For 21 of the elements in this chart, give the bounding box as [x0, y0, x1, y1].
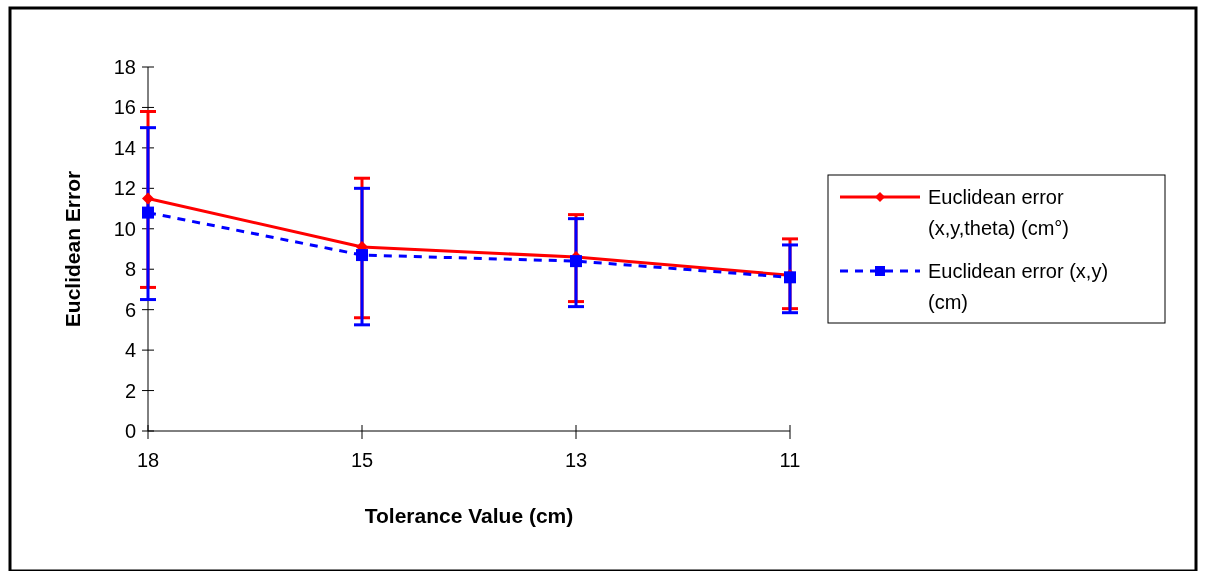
y-tick-label: 10	[113, 217, 136, 240]
y-tick-label: 6	[124, 298, 136, 321]
y-tick-label: 12	[113, 177, 136, 200]
legend-label: Euclidean error (x,y,theta) (cm°)	[928, 186, 1069, 239]
y-tick-label: 18	[113, 56, 136, 78]
y-tick-label: 14	[113, 136, 136, 159]
y-tick-label: 2	[124, 379, 136, 402]
x-tick-label: 15	[350, 449, 374, 471]
y-tick-label: 16	[113, 96, 136, 119]
y-tick-label: 8	[124, 258, 136, 281]
x-axis-title: Tolerance Value (cm)	[364, 504, 574, 527]
point	[356, 249, 368, 262]
legend-label: Euclidean error (x,y) (cm)	[928, 260, 1109, 313]
y-axis-title: Euclidean Error	[61, 170, 84, 328]
point	[570, 255, 582, 268]
y-tick-label: 4	[124, 339, 136, 362]
x-tick-label: 13	[564, 449, 588, 471]
point	[142, 206, 154, 219]
point	[142, 192, 154, 205]
x-tick-label: 11	[779, 449, 801, 471]
y-tick-label: 0	[124, 420, 136, 442]
